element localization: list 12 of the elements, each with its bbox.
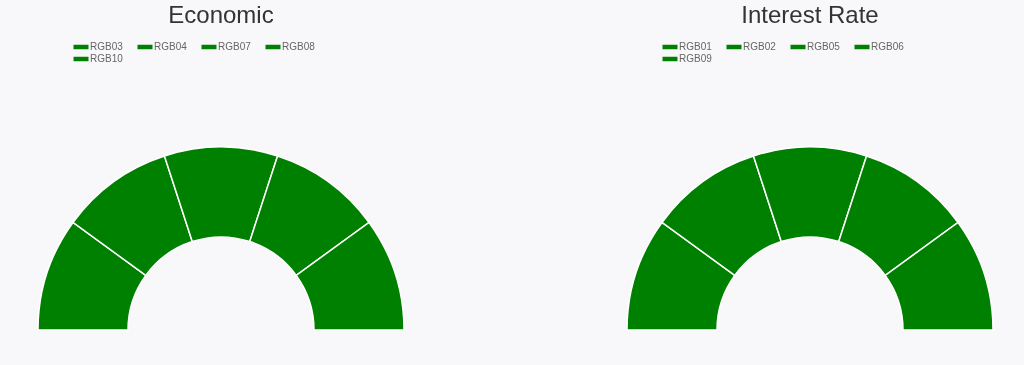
chart-title: Interest Rate xyxy=(741,1,879,28)
chart-title: Economic xyxy=(168,1,274,28)
legend-label: RGB03 xyxy=(90,41,124,52)
legend-label: RGB01 xyxy=(679,41,713,52)
legend-label: RGB05 xyxy=(807,41,841,52)
legend-label: RGB04 xyxy=(154,41,188,52)
legend-label: RGB02 xyxy=(743,41,777,52)
legend-label: RGB10 xyxy=(90,53,124,64)
legend-label: RGB06 xyxy=(871,41,905,52)
legend-label: RGB07 xyxy=(218,41,252,52)
legend-label: RGB09 xyxy=(679,53,713,64)
legend-label: RGB08 xyxy=(282,41,316,52)
